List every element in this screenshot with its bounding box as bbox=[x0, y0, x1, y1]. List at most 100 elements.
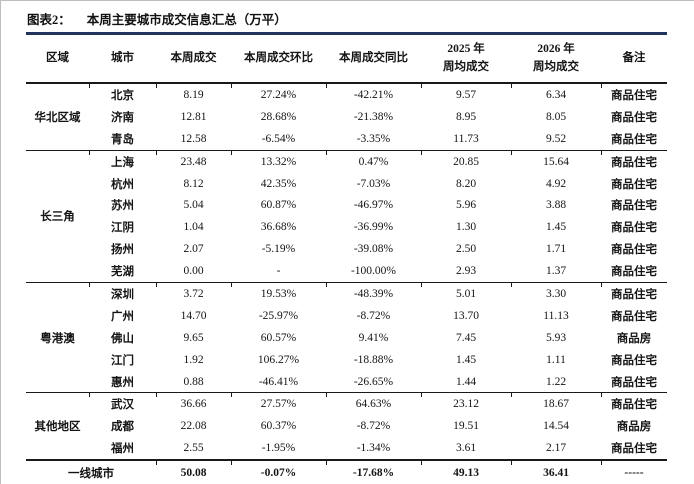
avg-2025-cell: 1.44 bbox=[455, 375, 477, 388]
avg-2025-cell: 23.12 bbox=[421, 392, 511, 416]
wow-cell: 27.57% bbox=[231, 392, 326, 416]
note-cell: 商品住宅 bbox=[611, 178, 657, 191]
summary-label-cell: 一线城市 bbox=[26, 459, 156, 484]
column-header-week: 本周成交 bbox=[156, 35, 231, 84]
avg-2026-cell: 1.22 bbox=[545, 375, 567, 388]
yoy-cell: 0.47% bbox=[326, 149, 421, 173]
table-row: 杭州 8.12 42.35% -7.03% 8.20 4.92 商品住宅 bbox=[26, 173, 667, 195]
week-volume-cell: 1.04 bbox=[183, 221, 204, 234]
table-row: 青岛 12.58 -6.54% -3.35% 11.73 9.52 商品住宅 bbox=[26, 128, 667, 150]
avg-2025-cell: 1.45 bbox=[455, 353, 477, 366]
avg-2026-cell: 1.11 bbox=[546, 353, 566, 366]
week-volume-cell: 36.66 bbox=[156, 392, 231, 416]
yoy-cell: -46.97% bbox=[353, 199, 394, 212]
week-volume-cell: 9.65 bbox=[183, 331, 204, 344]
city-cell: 广州 bbox=[111, 310, 134, 323]
wow-cell: 60.87% bbox=[260, 199, 297, 212]
summary-wow-cell: -0.07% bbox=[231, 459, 326, 484]
avg-2026-cell: 9.52 bbox=[545, 132, 567, 145]
avg-2025-cell: 5.01 bbox=[421, 282, 511, 305]
table-row: 扬州 2.07 -5.19% -39.08% 2.50 1.71 商品住宅 bbox=[26, 238, 667, 260]
city-cell: 惠州 bbox=[111, 376, 134, 389]
city-cell: 苏州 bbox=[111, 200, 134, 213]
yoy-cell: -1.34% bbox=[356, 442, 391, 455]
summary-week-volume-cell: 50.08 bbox=[156, 459, 231, 484]
wow-cell: -6.54% bbox=[261, 132, 296, 145]
city-cell: 上海 bbox=[89, 149, 156, 173]
note-cell: 商品住宅 bbox=[611, 376, 657, 389]
week-volume-cell: 2.55 bbox=[183, 442, 204, 455]
region-cell: 粤港澳 bbox=[26, 282, 89, 393]
avg-2026-cell: 14.54 bbox=[543, 420, 569, 433]
yoy-cell: -36.99% bbox=[353, 221, 394, 234]
week-volume-cell: 3.72 bbox=[156, 282, 231, 305]
city-cell: 扬州 bbox=[111, 244, 134, 257]
wow-cell: -1.95% bbox=[261, 442, 296, 455]
summary-avg-2025-cell: 49.13 bbox=[421, 459, 511, 484]
week-volume-cell: 8.19 bbox=[156, 82, 231, 106]
note-cell: 商品住宅 bbox=[601, 282, 667, 305]
avg-2026-cell: 3.30 bbox=[511, 282, 601, 305]
avg-2025-cell: 2.93 bbox=[455, 265, 477, 278]
avg-2025-cell: 9.57 bbox=[421, 82, 511, 106]
avg-2025-cell: 19.51 bbox=[453, 420, 479, 433]
wow-cell: 60.57% bbox=[260, 331, 297, 344]
avg-2025-cell: 20.85 bbox=[421, 149, 511, 173]
yoy-cell: -39.08% bbox=[353, 243, 394, 256]
week-volume-cell: 14.70 bbox=[180, 309, 207, 322]
wow-cell: 28.68% bbox=[260, 110, 297, 123]
note-cell: 商品住宅 bbox=[601, 392, 667, 416]
city-cell: 芜湖 bbox=[111, 266, 134, 279]
table-header: 区域 城市 本周成交 本周成交环比 本周成交同比 2025 年周均成交 2026 年周均成交… bbox=[26, 35, 667, 84]
column-header-region: 区域 bbox=[26, 35, 89, 84]
avg-2026-cell: 6.34 bbox=[511, 82, 601, 106]
week-volume-cell: 2.07 bbox=[183, 243, 204, 256]
avg-2026-cell: 8.05 bbox=[545, 110, 567, 123]
city-cell: 武汉 bbox=[89, 392, 156, 416]
avg-2026-cell: 2.17 bbox=[545, 442, 567, 455]
city-cell: 江阴 bbox=[111, 222, 134, 235]
yoy-cell: 64.63% bbox=[326, 392, 421, 416]
yoy-cell: -8.72% bbox=[356, 420, 391, 433]
table-row: 长三角 上海 23.48 13.32% 0.47% 20.85 15.64 商品住宅 bbox=[26, 149, 667, 283]
table-footer: 一线城市 50.08 -0.07% -17.68% 49.13 36.41 --… bbox=[26, 459, 667, 484]
avg-2025-cell: 11.73 bbox=[453, 132, 479, 145]
city-cell: 佛山 bbox=[111, 332, 134, 345]
avg-2025-cell: 8.95 bbox=[455, 110, 477, 123]
note-cell: 商品住宅 bbox=[611, 133, 657, 146]
yoy-cell: -26.65% bbox=[353, 375, 394, 388]
summary-yoy-cell: -17.68% bbox=[326, 459, 421, 484]
week-volume-cell: 0.00 bbox=[183, 265, 204, 278]
note-cell: 商品住宅 bbox=[611, 310, 657, 323]
city-cell: 江门 bbox=[111, 354, 134, 367]
avg-2026-cell: 5.93 bbox=[545, 331, 567, 344]
week-volume-cell: 23.48 bbox=[156, 149, 231, 173]
column-header-yoy: 本周成交同比 bbox=[326, 35, 421, 84]
column-header-avg2026: 2026 年周均成交 bbox=[511, 35, 601, 84]
wow-cell: 42.35% bbox=[260, 177, 297, 190]
week-volume-cell: 12.58 bbox=[180, 132, 207, 145]
avg-2026-cell: 18.67 bbox=[511, 392, 601, 416]
wow-cell: 13.32% bbox=[231, 149, 326, 173]
table-row: 江门 1.92 106.27% -18.88% 1.45 1.11 商品住宅 bbox=[26, 349, 667, 371]
yoy-cell: -42.21% bbox=[326, 82, 421, 106]
yoy-cell: -3.35% bbox=[356, 132, 391, 145]
yoy-cell: -21.38% bbox=[353, 110, 394, 123]
city-cell: 北京 bbox=[89, 82, 156, 106]
figure-title: 图表2： 本周主要城市成交信息汇总（万平） bbox=[26, 7, 667, 32]
note-cell: 商品房 bbox=[616, 332, 652, 345]
table-row: 佛山 9.65 60.57% 9.41% 7.45 5.93 商品房 bbox=[26, 327, 667, 349]
summary-note-cell: ----- bbox=[601, 459, 667, 484]
city-cell: 成都 bbox=[111, 421, 134, 434]
city-cell: 深圳 bbox=[89, 282, 156, 305]
week-volume-cell: 5.04 bbox=[183, 199, 204, 212]
yoy-cell: -7.03% bbox=[356, 177, 391, 190]
column-header-note: 备注 bbox=[601, 35, 667, 84]
city-cell: 青岛 bbox=[111, 133, 134, 146]
wow-cell: 60.37% bbox=[260, 420, 297, 433]
week-volume-cell: 12.81 bbox=[180, 110, 207, 123]
table-row: 芜湖 0.00 - -100.00% 2.93 1.37 商品住宅 bbox=[26, 260, 667, 282]
wow-cell: 106.27% bbox=[257, 353, 300, 366]
avg-2026-cell: 1.45 bbox=[545, 221, 567, 234]
